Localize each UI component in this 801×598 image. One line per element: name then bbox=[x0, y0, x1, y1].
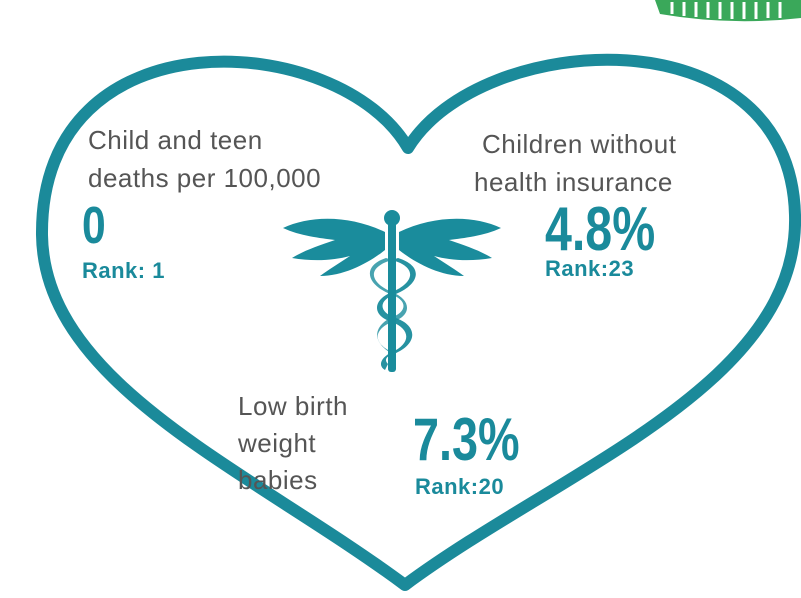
stat-label: weight bbox=[237, 428, 316, 458]
stat-label: Low birth bbox=[238, 391, 348, 421]
stat-label: babies bbox=[238, 465, 318, 495]
stat-label: health insurance bbox=[474, 167, 673, 197]
page: {"stats": [ {"label": ["Child and teen",… bbox=[0, 0, 801, 598]
stat-value: 4.8% bbox=[545, 194, 655, 263]
infographic: Child and teen deaths per 100,000 0 Rank… bbox=[0, 0, 801, 598]
caduceus-icon bbox=[283, 210, 501, 372]
stat-rank: Rank:20 bbox=[415, 474, 504, 499]
decoration bbox=[655, 0, 801, 21]
stat-rank: Rank:23 bbox=[545, 256, 634, 281]
stat-rank: Rank: 1 bbox=[82, 258, 165, 283]
stat-label: Children without bbox=[482, 129, 677, 159]
stat-label: Child and teen bbox=[88, 125, 263, 155]
stat-value: 0 bbox=[82, 197, 106, 255]
stat-label: deaths per 100,000 bbox=[88, 163, 321, 193]
stat-value: 7.3% bbox=[413, 406, 520, 473]
